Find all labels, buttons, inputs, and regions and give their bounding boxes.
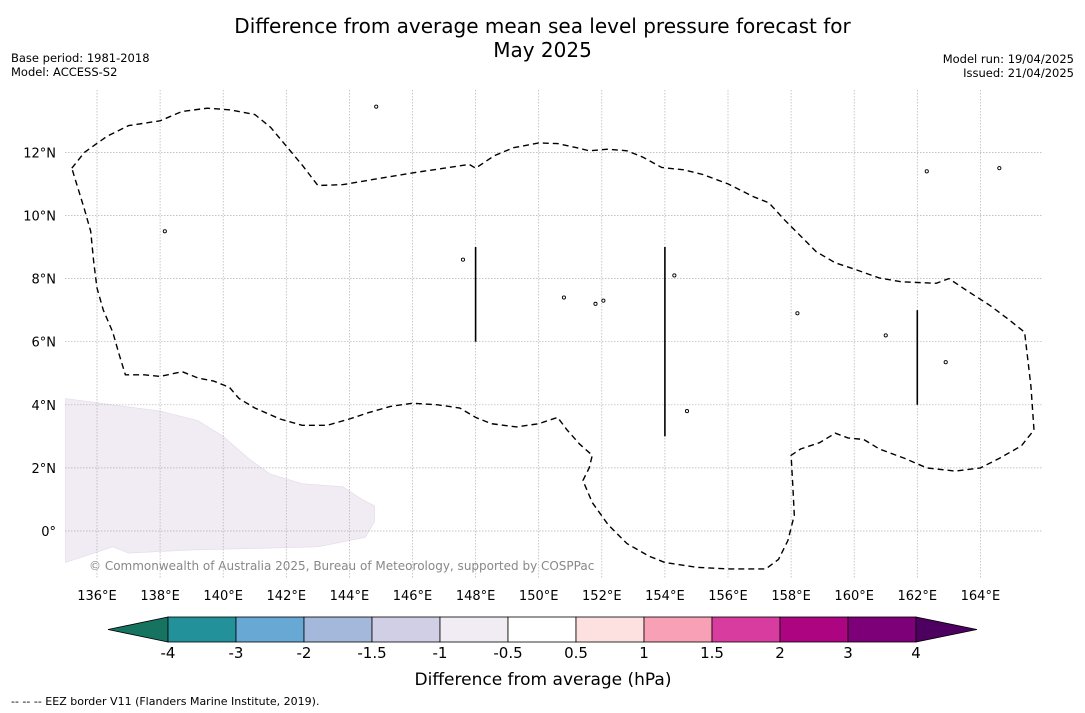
island-outline <box>943 360 948 365</box>
colorbar-tick-label: 3 <box>843 644 853 662</box>
colorbar-segments <box>107 616 978 643</box>
latitude-label: 4°N <box>32 399 57 414</box>
longitude-label: 144°E <box>330 589 370 604</box>
longitude-label: 160°E <box>834 589 874 604</box>
latitude-label: 8°N <box>32 273 57 288</box>
colorbar-tick-labels: -4 -3 -2 -1.5 -1 -0.5 0.5 1 1.5 2 3 4 <box>161 644 921 662</box>
colorbar-segment <box>235 616 305 643</box>
island-outline <box>997 166 1002 171</box>
island-outline <box>684 409 690 414</box>
eez-boundary-line <box>71 107 1035 570</box>
model-label: Model: ACCESS-S2 <box>11 65 118 79</box>
colorbar-high-extension <box>915 616 978 643</box>
colorbar-segment <box>779 616 849 643</box>
issued-label: Issued: 21/04/2025 <box>963 66 1074 80</box>
base-period-label: Base period: 1981-2018 <box>11 51 150 65</box>
island-outline <box>593 301 598 306</box>
longitude-label: 138°E <box>140 589 180 604</box>
longitude-label: 156°E <box>708 589 748 604</box>
pressure-anomaly-layer <box>65 398 375 563</box>
colorbar-tick-label: -4 <box>161 644 176 662</box>
colorbar-segment <box>303 616 373 643</box>
right-metadata: Model run: 19/04/2025 Issued: 21/04/2025 <box>943 52 1074 80</box>
colorbar-tick-label: -3 <box>229 644 244 662</box>
longitude-label: 154°E <box>645 589 685 604</box>
anomaly-region <box>65 398 375 563</box>
island-outline <box>601 298 606 303</box>
latitude-tick-labels: 12°N 10°N 8°N 6°N 4°N 2°N 0° <box>23 146 56 540</box>
longitude-tick-labels: 136°E 138°E 140°E 142°E 144°E 146°E 148°E 150°E… <box>77 589 1000 604</box>
colorbar-tick-label: 1 <box>639 644 649 662</box>
model-run-label: Model run: 19/04/2025 <box>942 52 1074 66</box>
colorbar-segment <box>847 616 917 643</box>
latitude-label: 2°N <box>32 462 57 477</box>
island-outline <box>883 333 888 338</box>
colorbar-segment <box>507 616 577 643</box>
colorbar-tick-label: -1.5 <box>357 644 386 662</box>
colorbar-tick-label: 0.5 <box>564 644 588 662</box>
latitude-label: 12°N <box>23 146 56 161</box>
colorbar-tick-label: -0.5 <box>493 644 522 662</box>
longitude-label: 142°E <box>267 589 307 604</box>
colorbar-tick-label: 1.5 <box>700 644 724 662</box>
latitude-label: 10°N <box>23 210 56 225</box>
island-outline <box>162 229 167 234</box>
longitude-label: 162°E <box>898 589 938 604</box>
map-title: Difference from average mean sea level p… <box>0 14 1085 62</box>
longitude-label: 152°E <box>582 589 622 604</box>
colorbar-segment <box>575 616 645 643</box>
colorbar-segment <box>711 616 781 643</box>
longitude-label: 158°E <box>771 589 811 604</box>
colorbar-segment <box>167 616 237 643</box>
copyright-notice: © Commonwealth of Australia 2025, Bureau… <box>89 559 594 573</box>
islands-layer <box>162 104 1002 414</box>
colorbar-tick-label: -1 <box>433 644 448 662</box>
island-outline <box>924 169 929 174</box>
colorbar-low-extension <box>107 616 169 643</box>
longitude-label: 136°E <box>77 589 117 604</box>
longitude-label: 140°E <box>203 589 243 604</box>
colorbar-tick-label: 4 <box>911 644 921 662</box>
longitude-label: 164°E <box>961 589 1001 604</box>
latitude-label: 0° <box>41 525 56 540</box>
map-title-line2: May 2025 <box>493 38 592 62</box>
colorbar-segment <box>439 616 509 643</box>
left-metadata: Base period: 1981-2018 Model: ACCESS-S2 <box>11 51 150 79</box>
island-outline <box>561 295 566 300</box>
colorbar-segment <box>371 616 441 643</box>
longitude-label: 148°E <box>456 589 496 604</box>
colorbar-tick-label: 2 <box>775 644 785 662</box>
eez-footnote: -- -- -- EEZ border V11 (Flanders Marine… <box>11 695 320 708</box>
island-outline <box>374 104 379 109</box>
colorbar-title: Difference from average (hPa) <box>415 670 672 690</box>
map-title-line1: Difference from average mean sea level p… <box>234 14 851 38</box>
colorbar-tick-label: -2 <box>297 644 312 662</box>
eez-border <box>71 107 1035 570</box>
latitude-label: 6°N <box>32 336 57 351</box>
island-outline <box>460 257 466 262</box>
island-outline <box>672 273 677 278</box>
colorbar-segment <box>643 616 713 643</box>
longitude-label: 150°E <box>519 589 559 604</box>
island-outline <box>795 311 800 316</box>
longitude-label: 146°E <box>393 589 433 604</box>
